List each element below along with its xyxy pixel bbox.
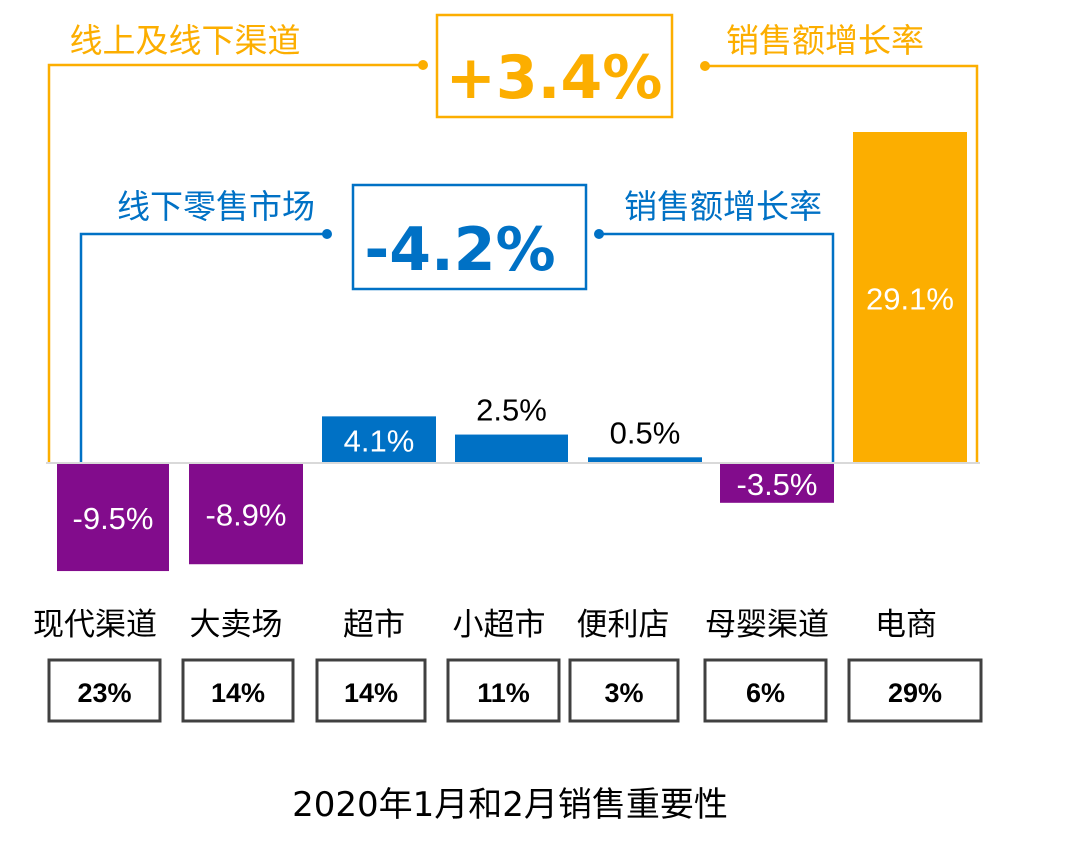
offline-bracket-left-dot <box>322 229 332 239</box>
total-right-label: 销售额增长率 <box>726 21 924 60</box>
total-left-label: 线上及线下渠道 <box>70 21 301 60</box>
share-value-5: 6% <box>746 678 785 708</box>
bar-5 <box>720 463 834 503</box>
category-label-2: 超市 <box>343 607 405 643</box>
value-label-4: 0.5% <box>610 415 681 450</box>
share-box-5 <box>703 658 828 723</box>
bar-6 <box>853 132 967 463</box>
offline-growth-annotation: 线下零售市场 销售额增长率 -4.2% <box>79 183 835 462</box>
bar-4 <box>588 457 702 463</box>
share-value-2: 14% <box>344 678 398 708</box>
total-value-box <box>435 13 674 119</box>
value-label-2: 4.1% <box>344 424 415 459</box>
total-value: +3.4% <box>446 43 663 113</box>
share-value-0: 23% <box>77 678 131 708</box>
offline-bracket-right-dot <box>594 229 604 239</box>
category-label-4: 便利店 <box>577 607 670 643</box>
offline-bracket-right <box>599 232 835 462</box>
total-bracket-right <box>705 64 979 462</box>
value-label-0: -9.5% <box>73 501 154 536</box>
bar-group <box>57 132 967 572</box>
bar-0 <box>57 463 169 572</box>
value-label-5: -3.5% <box>737 467 818 502</box>
category-label-0: 现代渠道 <box>33 607 157 643</box>
share-box-1 <box>181 658 295 723</box>
share-box-2 <box>315 658 427 723</box>
offline-left-label: 线下零售市场 <box>117 187 315 226</box>
value-label-6: 29.1% <box>866 282 954 317</box>
share-box-group: 23% 14% 14% 11% 3% 6% 29% <box>47 658 983 723</box>
value-label-group: -9.5% -8.9% 4.1% 2.5% 0.5% -3.5% 29.1% <box>73 282 954 537</box>
share-value-4: 3% <box>604 678 643 708</box>
bar-2 <box>322 416 436 463</box>
total-bracket-left-dot <box>418 60 428 70</box>
total-growth-annotation: 线上及线下渠道 销售额增长率 +3.4% <box>47 13 979 462</box>
share-box-3 <box>446 658 561 723</box>
share-value-1: 14% <box>211 678 265 708</box>
value-label-3: 2.5% <box>476 393 547 428</box>
share-box-6 <box>847 658 983 723</box>
bar-3 <box>455 434 568 463</box>
share-box-0 <box>47 658 162 723</box>
footer-title: 2020年1月和2月销售重要性 <box>292 785 728 825</box>
total-bracket-left <box>47 63 423 462</box>
total-bracket-right-dot <box>700 61 710 71</box>
category-label-1: 大卖场 <box>190 607 283 643</box>
share-value-6: 29% <box>888 678 942 708</box>
offline-value: -4.2% <box>364 215 555 285</box>
category-label-3: 小超市 <box>453 607 546 643</box>
category-label-6: 电商 <box>875 607 937 643</box>
category-label-group: 现代渠道 大卖场 超市 小超市 便利店 母婴渠道 电商 <box>33 607 937 643</box>
offline-value-box <box>351 183 588 291</box>
bar-1 <box>189 463 303 565</box>
share-box-4 <box>568 658 680 723</box>
offline-right-label: 销售额增长率 <box>624 187 822 226</box>
category-label-5: 母婴渠道 <box>705 607 829 643</box>
offline-bracket-left <box>79 232 327 462</box>
value-label-1: -8.9% <box>206 498 287 533</box>
share-value-3: 11% <box>477 678 530 708</box>
